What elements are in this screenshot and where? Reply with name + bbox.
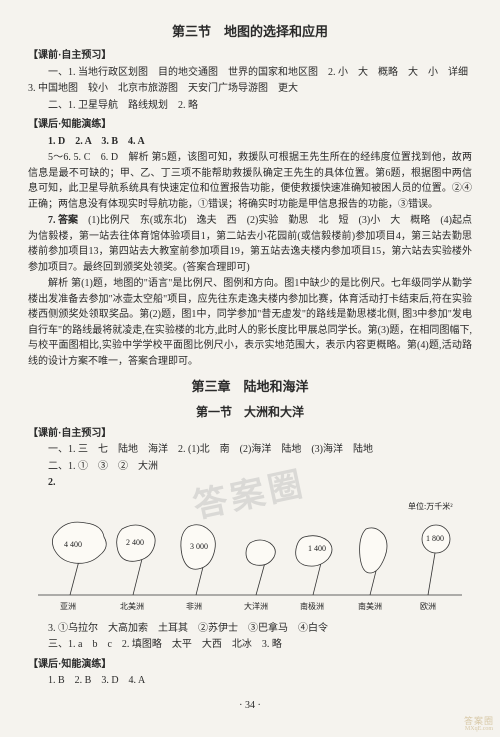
lbl-asia: 亚洲 (60, 602, 76, 611)
continent-map: 单位:万千米² 4 400 2 400 3 000 1 400 1 800 亚洲… (28, 497, 472, 617)
ch3-line-4: 三、1. a b c 2. 填图略 太平 大西 北冰 3. 略 (28, 637, 472, 653)
post-answers-2: 1. B 2. B 3. D 4. A (28, 673, 472, 689)
preclass-heading-1: 【课前·自主预习】 (28, 48, 472, 64)
val-asia: 4 400 (64, 540, 82, 549)
chapter3-title: 第三章 陆地和海洋 (28, 377, 472, 397)
preclass-heading-2: 【课前·自主预习】 (28, 426, 472, 442)
answers-line-1: 1. D 2. A 3. B 4. A (28, 134, 472, 150)
lbl-na: 北美洲 (120, 601, 144, 611)
q7-label: 7. 答案 (48, 215, 78, 226)
map-unit: 单位:万千米² (408, 501, 453, 511)
chapter3-sub: 第一节 大洲和大洋 (28, 403, 472, 422)
two-label-text: 2. (48, 477, 56, 488)
ch3-two-label: 2. (28, 475, 472, 491)
ch3-line-1: 一、1. 三 七 陆地 海洋 2. (1)北 南 (2)海洋 陆地 (3)海洋 … (28, 442, 472, 458)
lbl-ant: 南极洲 (300, 601, 324, 611)
val-eu: 1 800 (426, 534, 444, 543)
postclass-heading-2: 【课后·知能演练】 (28, 657, 472, 673)
analysis-1: 解析 第(1)题，地图的"语言"是比例尺、图例和方向。图1中缺少的是比例尺。七年… (28, 276, 472, 369)
wm-main: 答案圈 (464, 717, 494, 727)
watermark-corner: 答案圈 MXqE.com (464, 717, 494, 733)
section3-title: 第三节 地图的选择和应用 (28, 22, 472, 42)
preclass-line-2: 3. 中国地图 较小 北京市旅游图 天安门广场导游图 更大 (28, 81, 472, 97)
lbl-af: 非洲 (186, 601, 202, 611)
wm-sub: MXqE.com (464, 726, 494, 733)
postclass-heading-1: 【课后·知能演练】 (28, 117, 472, 133)
lbl-eu: 欧洲 (420, 601, 436, 611)
ch3-line-3: 3. ①乌拉尔 大高加索 土耳其 ②苏伊士 ③巴拿马 ④白令 (28, 621, 472, 637)
preclass-line-3: 二、1. 卫星导航 路线规划 2. 略 (28, 98, 472, 114)
q7-body: (1)比例尺 东(或东北) 逸夫 西 (2)实验 勤思 北 短 (3)小 大 概… (28, 215, 472, 273)
val-af: 3 000 (190, 542, 208, 551)
continent-shapes (52, 522, 450, 573)
q7: 7. 答案 (1)比例尺 东(或东北) 逸夫 西 (2)实验 勤思 北 短 (3… (28, 213, 472, 275)
val-na: 2 400 (126, 538, 144, 547)
answers-text: 1. D 2. A 3. B 4. A (48, 136, 145, 147)
block-56: 5～6. 5. C 6. D 解析 第5题，该图可知，救援队可根据王先生所在的经… (28, 150, 472, 212)
val-ant: 1 400 (308, 544, 326, 553)
lbl-oc: 大洋洲 (244, 601, 268, 611)
ch3-line-2: 二、1. ① ③ ② 大洲 (28, 459, 472, 475)
page-number: · 34 · (0, 698, 500, 714)
lbl-sa: 南美洲 (358, 601, 382, 611)
map-svg: 单位:万千米² 4 400 2 400 3 000 1 400 1 800 亚洲… (28, 497, 472, 617)
preclass-line-1: 一、1. 当地行政区划图 目的地交通图 世界的国家和地区图 2. 小 大 概略 … (28, 65, 472, 81)
